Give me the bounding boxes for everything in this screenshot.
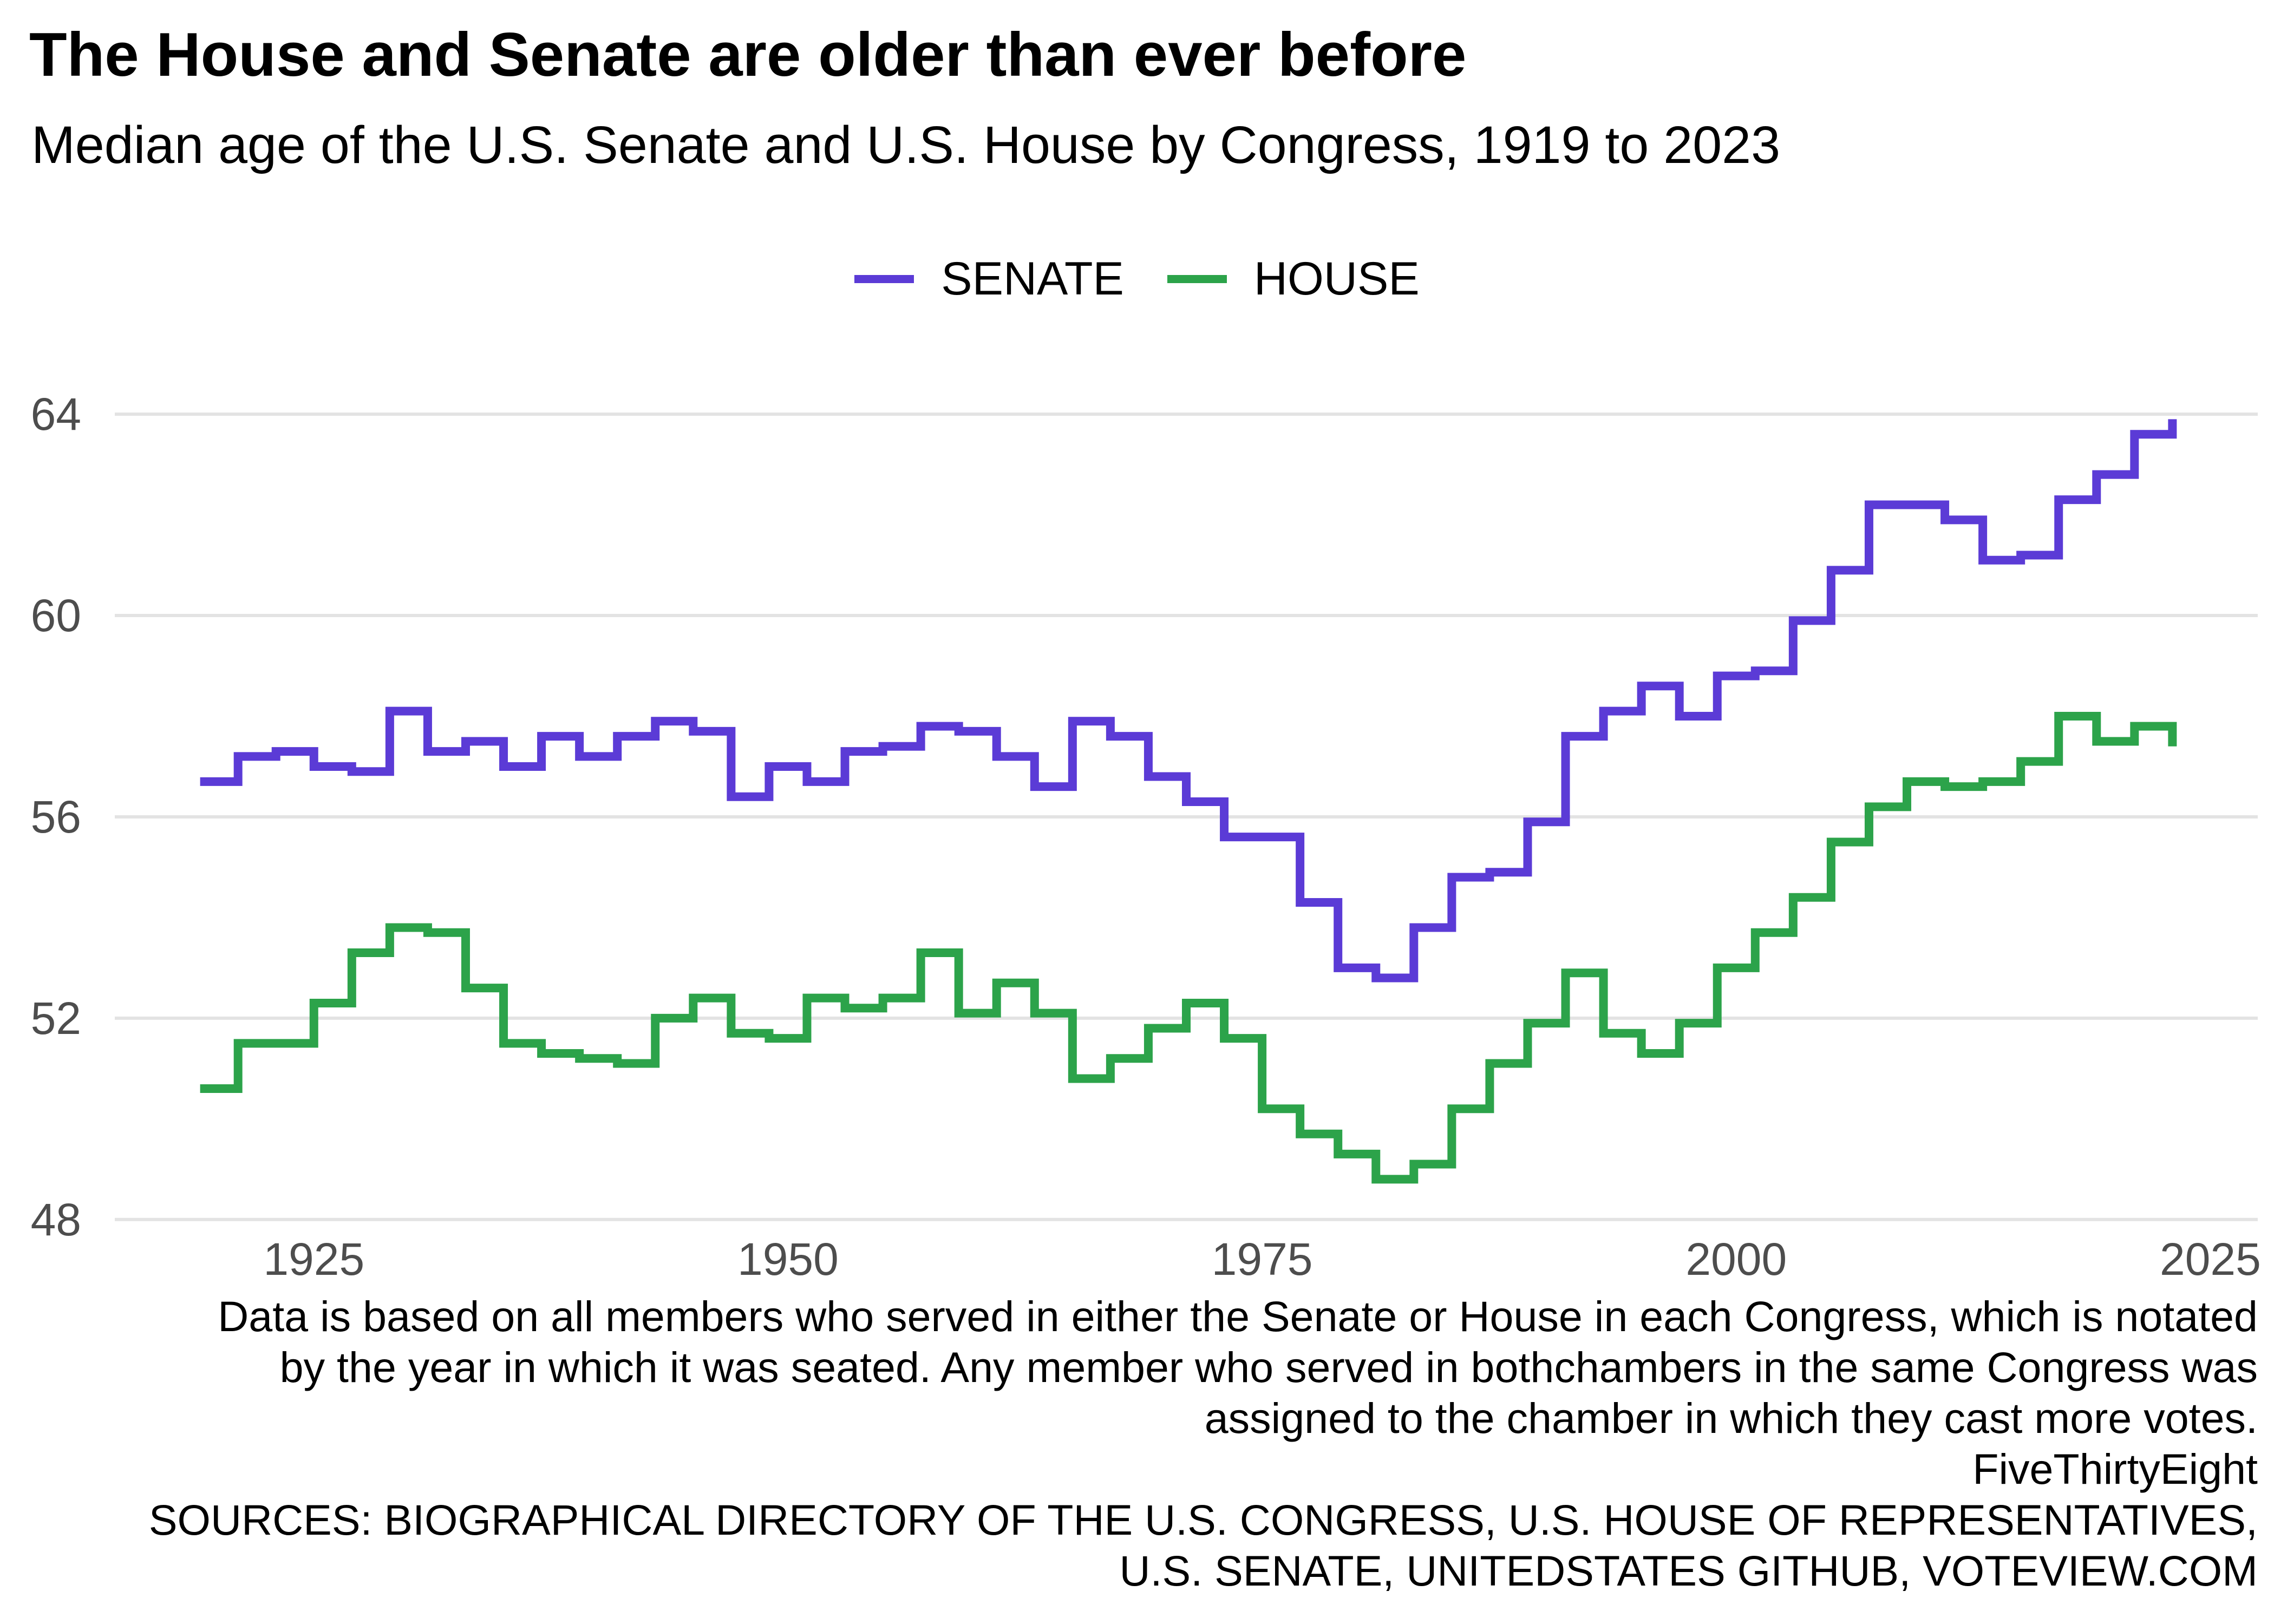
series-line-house	[200, 711, 2177, 1184]
y-tick-label: 48	[31, 1194, 81, 1245]
x-tick-label: 1975	[1212, 1234, 1313, 1285]
y-tick-label: 64	[31, 389, 81, 440]
caption-note-line: by the year in which it was seated. Any …	[279, 1343, 2258, 1391]
caption-source-line: SOURCES: BIOGRAPHICAL DIRECTORY OF THE U…	[148, 1496, 2258, 1544]
caption-source-line: U.S. SENATE, UNITEDSTATES GITHUB, VOTEVI…	[1119, 1547, 2258, 1595]
x-tick-label: 1925	[263, 1234, 364, 1285]
data-series	[200, 419, 2177, 1184]
gridlines	[115, 412, 2258, 1221]
x-tick-label: 2025	[2160, 1234, 2261, 1285]
legend-item-house: HOUSE	[1167, 252, 1420, 306]
caption-note-line: Data is based on all members who served …	[218, 1292, 2258, 1340]
x-tick-label: 1950	[737, 1234, 839, 1285]
y-axis-tick-labels: 48 52 56 60 64	[31, 389, 81, 1245]
chart-title: The House and Senate are older than ever…	[29, 21, 1467, 89]
y-tick-label: 56	[31, 791, 81, 842]
x-axis-tick-labels: 1925 1950 1975 2000 2025	[263, 1234, 2261, 1285]
caption-note-line: assigned to the chamber in which they ca…	[1204, 1394, 2258, 1442]
legend-item-senate: SENATE	[854, 252, 1124, 306]
series-line-senate	[200, 419, 2177, 983]
caption-credit: FiveThirtyEight	[1972, 1445, 2258, 1493]
legend-key-house	[1167, 274, 1227, 283]
chart-subtitle: Median age of the U.S. Senate and U.S. H…	[31, 115, 1781, 174]
legend-label-senate: SENATE	[941, 252, 1124, 305]
legend-key-senate	[854, 274, 914, 283]
line-chart: 48 52 56 60 64 1925 1950 1975 2000 2025	[31, 389, 2261, 1285]
y-tick-label: 52	[31, 993, 81, 1044]
legend-label-house: HOUSE	[1253, 252, 1420, 305]
caption: Data is based on all members who served …	[0, 1291, 2258, 1596]
x-tick-label: 2000	[1685, 1234, 1787, 1285]
legend: SENATE HOUSE	[0, 249, 2274, 309]
y-tick-label: 60	[31, 590, 81, 641]
